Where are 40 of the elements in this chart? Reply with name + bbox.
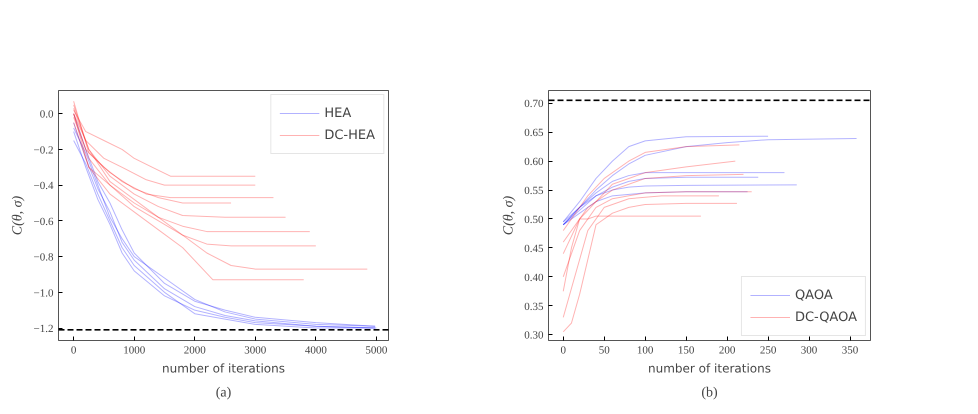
x-tick-label: 0	[560, 344, 566, 356]
text: (a)	[216, 386, 232, 400]
y-tick-label: 0.45	[524, 242, 544, 255]
y-tick-label: −0.6	[34, 216, 54, 228]
x-axis-title: number of iterations	[162, 362, 285, 376]
y-tick-label: 0.40	[524, 272, 544, 284]
y-tick-label: 0.60	[524, 156, 544, 168]
y-tick-label: 0.30	[524, 330, 544, 342]
x-tick-label: 0	[70, 344, 77, 356]
legend-label: DC-QAOA	[794, 310, 857, 324]
legend-label: DC-HEA	[324, 128, 375, 142]
x-axis-title: number of iterations	[648, 362, 771, 376]
y-tick-label: 0.50	[524, 214, 544, 226]
x-tick-label: 200	[718, 344, 736, 356]
y-tick-label: −1.2	[34, 323, 54, 335]
y-axis-title: C(θ, σ)	[10, 195, 26, 236]
x-tick-label: 2000	[184, 344, 206, 356]
x-tick-label: 350	[842, 344, 859, 356]
y-tick-label: 0.70	[524, 98, 544, 110]
y-tick-label: −0.8	[34, 252, 54, 264]
x-tick-label: 3000	[244, 344, 267, 356]
x-tick-label: 300	[800, 344, 818, 356]
x-tick-label: 1000	[123, 344, 146, 356]
text: (b)	[701, 386, 718, 400]
y-axis-title: C(θ, σ)	[501, 195, 516, 236]
legend-label: QAOA	[794, 288, 833, 302]
y-tick-label: 0.35	[524, 300, 544, 313]
x-tick-label: 250	[760, 344, 777, 356]
y-tick-label: −1.0	[34, 287, 54, 300]
x-tick-label: 5000	[365, 344, 388, 356]
y-tick-label: −0.4	[34, 180, 54, 192]
y-tick-label: 0.55	[524, 185, 544, 198]
y-tick-label: 0.65	[524, 127, 544, 140]
x-tick-label: 4000	[304, 344, 328, 356]
x-tick-label: 100	[636, 344, 654, 356]
x-tick-label: 150	[678, 344, 695, 356]
y-tick-label: −0.2	[34, 144, 54, 156]
y-tick-label: 0.0	[40, 108, 54, 121]
legend-label: HEA	[324, 106, 352, 120]
x-tick-label: 50	[598, 344, 610, 356]
